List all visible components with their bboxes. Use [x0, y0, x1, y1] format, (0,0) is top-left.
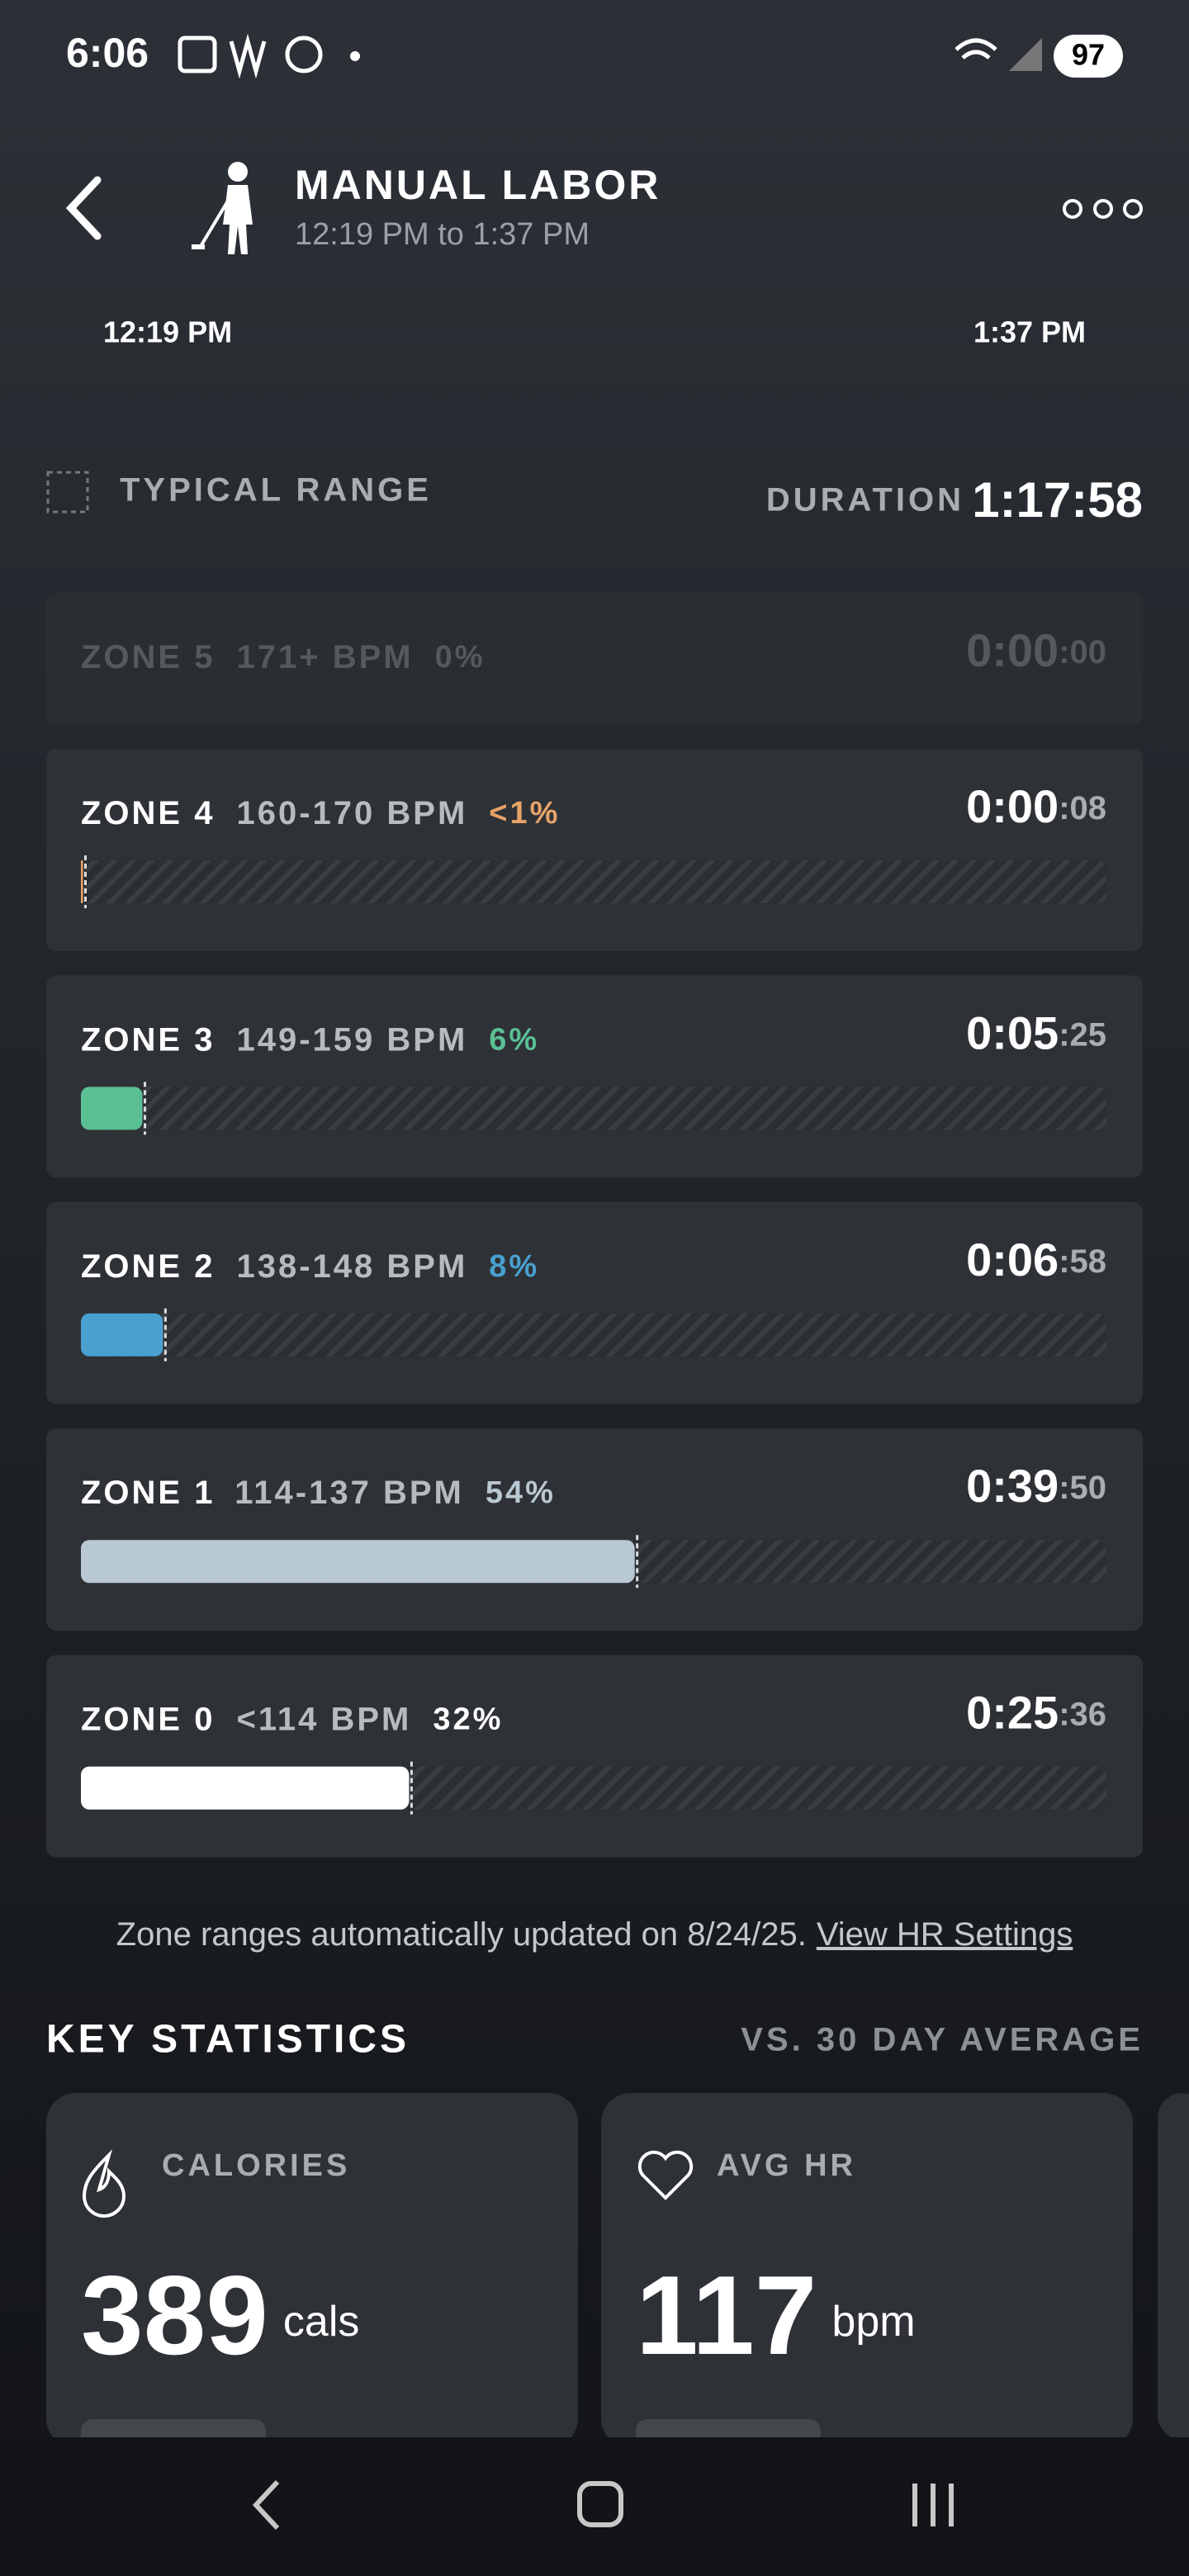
zone-time-main: 0:05: [966, 1006, 1059, 1058]
hr-settings-link[interactable]: View HR Settings: [817, 1916, 1073, 1953]
zone-bar: [81, 860, 83, 903]
zone-percent: 6%: [489, 1022, 539, 1057]
zone-time-seconds: :58: [1059, 1243, 1106, 1279]
zone-bar: [81, 1766, 410, 1810]
key-stats-title: KEY STATISTICS: [46, 2018, 410, 2062]
zone-time-main: 0:00: [966, 780, 1059, 832]
end-time: 1:37 PM: [973, 315, 1086, 349]
zone-range: 149-159 BPM: [236, 1021, 467, 1058]
title: MANUAL LABOR: [295, 162, 661, 208]
zone-percent: 0%: [435, 640, 486, 675]
zone-card: [46, 1428, 1143, 1631]
zone-header: ZONE 4 160-170 BPM <1%: [81, 795, 560, 831]
zone-time-seconds: :00: [1059, 634, 1106, 670]
more-button[interactable]: [1063, 199, 1143, 219]
zone-name: ZONE 4: [81, 795, 215, 831]
zone-name: ZONE 2: [81, 1248, 215, 1284]
duration-label: DURATION: [766, 482, 964, 519]
zone-card: [46, 749, 1143, 951]
back-button[interactable]: [65, 176, 102, 240]
zone-header: ZONE 3 149-159 BPM 6%: [81, 1021, 539, 1058]
zone-card: [46, 975, 1143, 1178]
zone-bar: [81, 1313, 163, 1357]
zone-time-seconds: :50: [1059, 1470, 1106, 1506]
zone-time-seconds: :08: [1059, 790, 1106, 826]
footnote-text: Zone ranges automatically updated on 8/2…: [116, 1916, 807, 1953]
zone-percent: 32%: [433, 1702, 503, 1737]
stat-number: 117: [636, 2252, 817, 2378]
zone-range: 171+ BPM: [236, 639, 413, 675]
stat-label: CALORIES: [162, 2148, 350, 2183]
zone-range: 114-137 BPM: [234, 1475, 464, 1511]
zone-name: ZONE 5: [81, 639, 215, 675]
calories-icon: [82, 2149, 126, 2218]
zone-range: <114 BPM: [236, 1701, 411, 1737]
zone-name: ZONE 3: [81, 1021, 215, 1058]
zone-percent: <1%: [489, 796, 560, 831]
zone-time: 0:39:50: [966, 1460, 1106, 1512]
zone-header: ZONE 5 171+ BPM 0%: [81, 639, 486, 675]
status-icons: [178, 33, 1042, 79]
stat-value: 389 cals: [81, 2252, 359, 2378]
comparison: VS. 30 DAY AVERAGE: [741, 2022, 1144, 2058]
zone-track: [81, 1313, 1106, 1357]
clock: 6:06: [66, 30, 149, 76]
zone-bar: [81, 1540, 635, 1584]
zone-name: ZONE 0: [81, 1701, 215, 1737]
zone-time-main: 0:39: [966, 1460, 1059, 1512]
zone-time: 0:06:58: [966, 1234, 1106, 1286]
stat-card: [46, 2093, 578, 2448]
zone-time-main: 0:06: [966, 1234, 1059, 1286]
zone-time-seconds: :25: [1059, 1016, 1106, 1053]
battery: [1054, 35, 1123, 78]
zone-range: 160-170 BPM: [236, 795, 467, 831]
zone-header: ZONE 1 114-137 BPM 54%: [81, 1475, 556, 1511]
stat-value: 117 bpm: [636, 2252, 916, 2378]
zone-percent: 8%: [489, 1249, 539, 1284]
zone-track: [81, 1087, 1106, 1130]
stat-number: 389: [81, 2252, 268, 2378]
zone-time-main: 0:00: [966, 624, 1059, 676]
zone-time-main: 0:25: [966, 1686, 1059, 1738]
zone-card: [46, 593, 1143, 725]
nav-buttons[interactable]: [252, 2479, 954, 2531]
stat-card-partial: [1158, 2093, 1189, 2440]
zone-name: ZONE 1: [81, 1475, 213, 1511]
range-legend-icon: [46, 471, 89, 514]
subtitle: 12:19 PM to 1:37 PM: [295, 217, 590, 252]
zone-time: 0:00:08: [966, 780, 1106, 832]
range-legend: TYPICAL RANGE: [120, 472, 432, 509]
nav-bar: [0, 2437, 1189, 2576]
zone-percent: 54%: [486, 1475, 556, 1510]
activity-icon: [192, 162, 253, 254]
battery-level: 97: [1072, 38, 1105, 72]
heart-icon: [637, 2150, 694, 2200]
stat-label: AVG HR: [717, 2148, 856, 2183]
zone-time: 0:00:00: [966, 624, 1106, 676]
stat-card: [601, 2093, 1133, 2448]
zone-header: ZONE 0 <114 BPM 32%: [81, 1701, 503, 1737]
zone-card: [46, 1655, 1143, 1858]
zone-time: 0:05:25: [966, 1006, 1106, 1058]
duration: 1:17:58: [972, 472, 1143, 528]
zone-track: [81, 860, 1106, 903]
zone-range: 138-148 BPM: [236, 1248, 467, 1284]
zone-time-seconds: :36: [1059, 1696, 1106, 1732]
zone-bar: [81, 1087, 143, 1130]
zone-time: 0:25:36: [966, 1686, 1106, 1738]
footnote: Zone ranges automatically updated on 8/2…: [116, 1916, 1073, 1953]
stat-unit: cals: [283, 2298, 359, 2346]
zone-header: ZONE 2 138-148 BPM 8%: [81, 1248, 539, 1284]
start-time: 12:19 PM: [103, 315, 232, 349]
zone-card: [46, 1201, 1143, 1404]
stat-unit: bpm: [831, 2298, 915, 2346]
